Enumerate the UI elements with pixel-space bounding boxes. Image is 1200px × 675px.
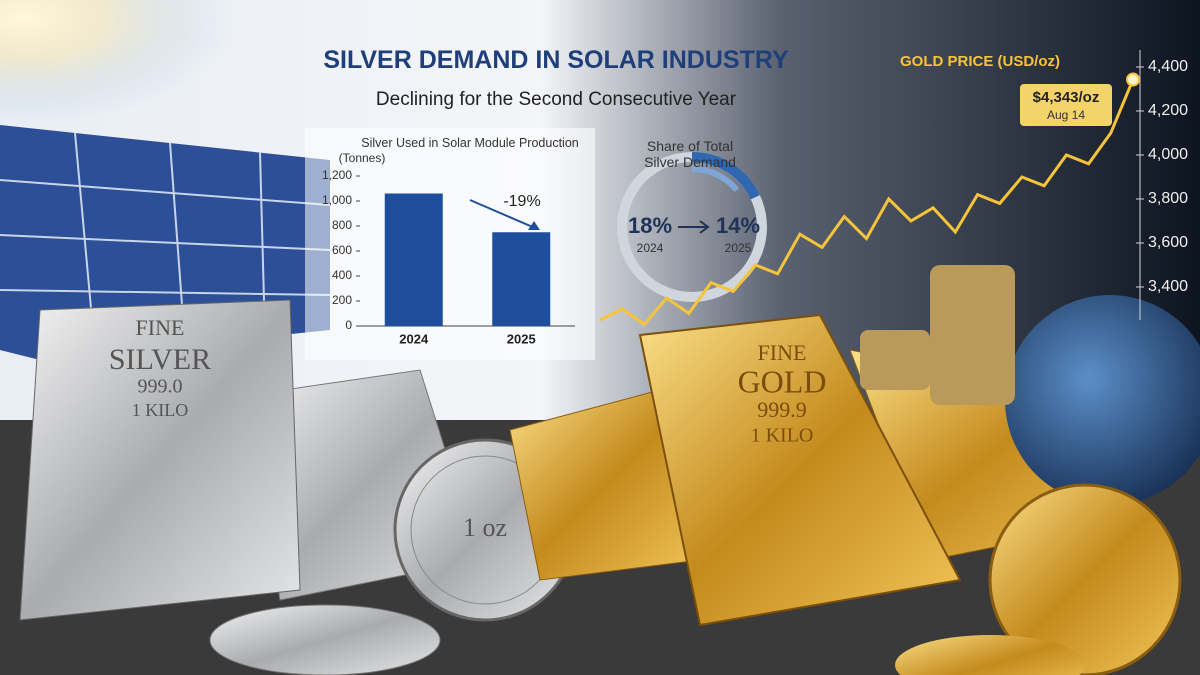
bar-engraving: 999.9 [757, 397, 807, 422]
y-tick-label: 800 [332, 218, 352, 232]
coin-engraving: 1 oz [463, 513, 507, 542]
gold-coin [895, 635, 1085, 675]
arrow [678, 220, 710, 234]
value-label: 14% [716, 213, 760, 238]
category-label: 2025 [725, 241, 752, 255]
gold-bar [638, 313, 962, 627]
bar-engraving: 999.0 [138, 376, 183, 398]
y-tick-label: 3,400 [1148, 278, 1188, 295]
bar-engraving: GOLD [738, 363, 827, 399]
line-title: GOLD PRICE (USD/oz) [900, 53, 1060, 70]
y-tick-label: 400 [332, 268, 352, 282]
value-label: 18% [628, 213, 672, 238]
y-tick-label: 3,600 [1148, 234, 1188, 251]
y-tick-label: 0 [345, 318, 352, 332]
donut-arc [691, 152, 760, 200]
y-tick-label: 4,000 [1148, 146, 1188, 163]
point [1126, 72, 1140, 87]
bar-engraving: FINE [758, 340, 807, 365]
bar [492, 232, 551, 326]
gold-coin [988, 483, 1182, 675]
bar-engraving: SILVER [109, 343, 211, 376]
y-tick-label: 4,400 [1148, 58, 1188, 75]
value-label: $4,343/oz [1033, 89, 1100, 106]
silver-bar [19, 299, 301, 621]
y-label: (Tonnes) [338, 151, 386, 165]
donut-arc [691, 166, 740, 193]
y-tick-label: 4,200 [1148, 102, 1188, 119]
coin-stack [860, 265, 1015, 405]
silver-coin [209, 604, 441, 675]
donut-title: Share of Total Silver Demand [644, 138, 736, 170]
globe [1005, 295, 1200, 505]
bar-engraving: FINE [136, 315, 185, 340]
category-label: 2024 [637, 241, 664, 255]
x-tick-label: 2025 [507, 331, 536, 346]
y-tick-label: 3,800 [1148, 190, 1188, 207]
y-tick-label: 1,000 [322, 193, 352, 207]
y-tick-label: 200 [332, 293, 352, 307]
price-line [599, 78, 1135, 327]
bar-engraving: 1 KILO [751, 425, 814, 447]
bar [384, 193, 443, 326]
bar-engraving: 1 KILO [132, 400, 189, 420]
page-subtitle: Declining for the Second Consecutive Yea… [375, 89, 737, 110]
page-title: SILVER DEMAND IN SOLAR INDUSTRY [323, 46, 789, 74]
arrowhead [528, 221, 540, 230]
callout [1020, 84, 1112, 126]
annotation: -19% [503, 193, 540, 210]
y-tick-label: 1,200 [322, 168, 352, 182]
date-label: Aug 14 [1047, 108, 1085, 122]
bar-title: Silver Used in Solar Module Production [361, 136, 579, 150]
y-tick-label: 600 [332, 243, 352, 257]
x-tick-label: 2024 [399, 331, 429, 346]
change-arrow [469, 199, 536, 229]
